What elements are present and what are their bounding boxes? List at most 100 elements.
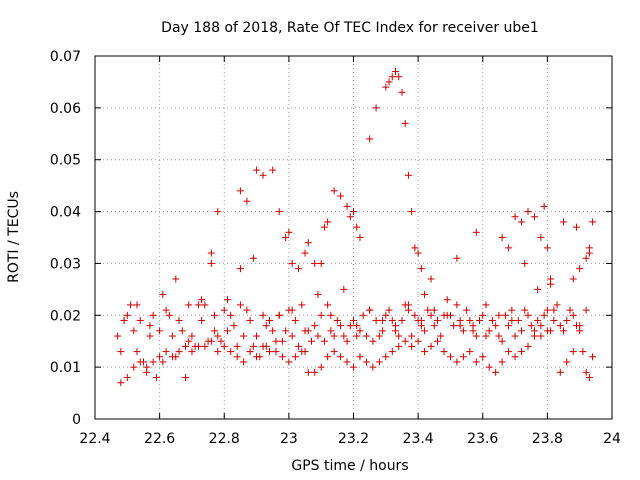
data-point (246, 316, 254, 324)
data-point (450, 322, 458, 330)
data-point (269, 327, 277, 335)
data-point (408, 332, 416, 340)
data-point (262, 322, 270, 330)
data-point (275, 208, 283, 216)
data-point (114, 332, 122, 340)
data-point (427, 342, 435, 350)
data-point (524, 311, 532, 319)
data-point (482, 301, 490, 309)
data-point (401, 119, 409, 127)
data-point (434, 316, 442, 324)
data-point (317, 259, 325, 267)
data-point (123, 311, 131, 319)
data-point (388, 348, 396, 356)
data-point (307, 337, 315, 345)
y-tick-label: 0.04 (50, 205, 81, 221)
data-point (236, 265, 244, 273)
data-point (424, 306, 432, 314)
data-point (569, 275, 577, 283)
data-point (492, 368, 500, 376)
data-point (175, 348, 183, 356)
data-point (227, 311, 235, 319)
data-point (240, 332, 248, 340)
data-point (117, 348, 125, 356)
data-point (495, 332, 503, 340)
data-point (395, 342, 403, 350)
data-point (207, 337, 215, 345)
data-point (320, 223, 328, 231)
data-point (508, 316, 516, 324)
data-point (537, 322, 545, 330)
data-point (453, 301, 461, 309)
data-point (253, 166, 261, 174)
data-point (156, 353, 164, 361)
data-point (443, 311, 451, 319)
data-point (159, 291, 167, 299)
data-point (333, 316, 341, 324)
data-point (175, 316, 183, 324)
data-point (527, 322, 535, 330)
data-point (330, 348, 338, 356)
data-point (366, 135, 374, 143)
data-point (356, 327, 364, 335)
x-tick-label: 22.6 (144, 431, 175, 447)
data-point (330, 332, 338, 340)
data-point (585, 374, 593, 382)
data-point (350, 363, 357, 371)
data-point (120, 316, 128, 324)
data-point (553, 301, 561, 309)
data-point (440, 348, 448, 356)
data-point (563, 358, 571, 366)
data-point (585, 249, 593, 257)
data-point (379, 316, 387, 324)
data-point (243, 306, 251, 314)
data-point (152, 374, 160, 382)
data-point (301, 249, 309, 257)
data-point (521, 306, 529, 314)
data-point (411, 244, 419, 252)
data-point (201, 342, 209, 350)
data-point (505, 244, 513, 252)
data-point (327, 327, 335, 335)
data-point (437, 332, 445, 340)
data-point (207, 259, 215, 267)
data-point (501, 311, 509, 319)
data-point (498, 358, 506, 366)
data-point (211, 311, 219, 319)
data-point (298, 348, 306, 356)
data-point (223, 327, 231, 335)
data-point (233, 342, 241, 350)
data-point (569, 311, 577, 319)
data-point (136, 358, 144, 366)
data-point (543, 306, 551, 314)
data-point (288, 332, 296, 340)
data-point (194, 342, 202, 350)
data-point (269, 166, 277, 174)
data-point (149, 358, 157, 366)
x-tick-label: 22.4 (79, 431, 110, 447)
data-point (253, 353, 261, 361)
data-point (401, 337, 409, 345)
data-point (207, 249, 215, 257)
data-point (469, 327, 477, 335)
data-point (537, 332, 545, 340)
data-point (382, 83, 390, 91)
data-point (343, 358, 351, 366)
data-point (117, 379, 125, 387)
data-point (453, 254, 461, 262)
data-point (404, 171, 412, 179)
data-point (543, 244, 551, 252)
data-point (317, 363, 325, 371)
data-point (398, 88, 406, 96)
data-point (288, 259, 296, 267)
chart-title: Day 188 of 2018, Rate Of TEC Index for r… (161, 20, 539, 36)
data-point (133, 301, 141, 309)
data-point (414, 337, 422, 345)
data-point (149, 311, 157, 319)
data-point (353, 322, 361, 330)
data-point (518, 218, 526, 226)
data-point (359, 311, 367, 319)
data-point (272, 348, 280, 356)
data-point (350, 316, 357, 324)
